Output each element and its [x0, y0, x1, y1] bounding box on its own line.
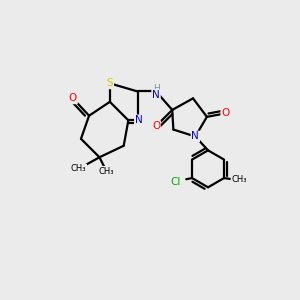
Text: O: O	[152, 121, 160, 131]
Text: O: O	[69, 93, 77, 103]
Text: S: S	[106, 78, 113, 88]
Text: CH₃: CH₃	[231, 175, 247, 184]
Text: CH₃: CH₃	[99, 167, 114, 176]
Text: H: H	[153, 84, 159, 93]
Text: O: O	[221, 108, 230, 118]
Text: N: N	[135, 115, 142, 125]
Text: CH₃: CH₃	[71, 164, 86, 173]
Text: Cl: Cl	[171, 176, 181, 187]
Text: N: N	[152, 90, 160, 100]
Text: N: N	[191, 131, 199, 142]
